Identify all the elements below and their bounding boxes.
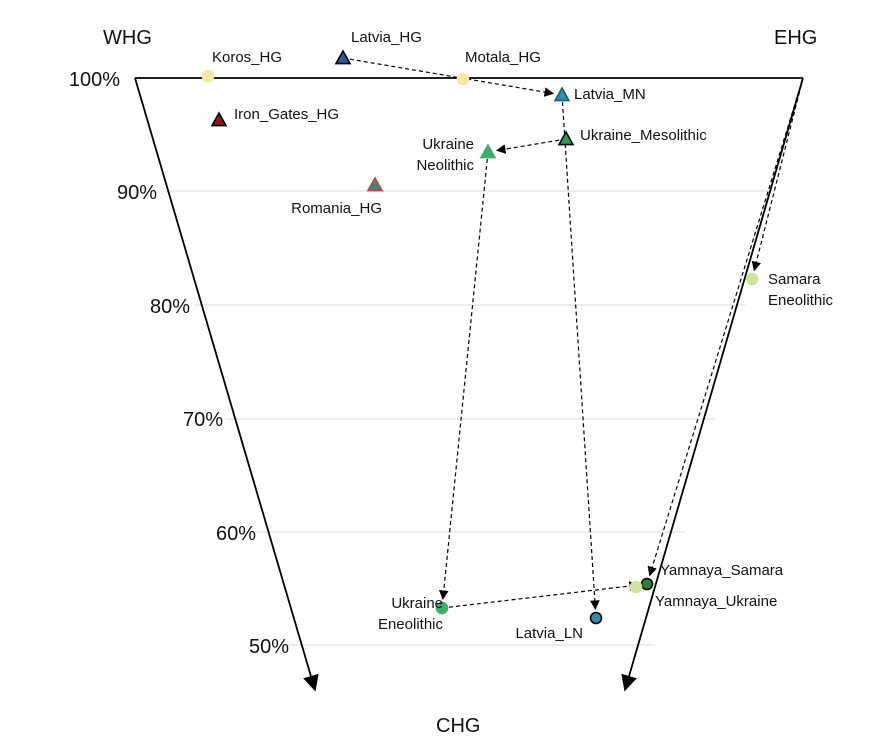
population-label-romania: Romania_HG <box>291 200 382 217</box>
migration-arrow <box>751 77 804 272</box>
migration-arrow <box>495 139 560 154</box>
population-point-romania <box>366 176 384 192</box>
population-point-latvia-mn <box>553 86 571 102</box>
population-point-iron-gates <box>210 111 228 127</box>
migration-arrow <box>349 58 555 97</box>
population-label-ukraine-eneo: Eneolithic <box>378 616 444 633</box>
population-point-latvia-ln <box>589 611 603 625</box>
tick-label: 90% <box>117 182 157 204</box>
migration-arrow <box>438 158 488 601</box>
population-label-samara: Samara <box>768 271 821 288</box>
population-label-motala: Motala_HG <box>465 49 541 66</box>
population-point-yamnaya-ukraine <box>629 580 643 594</box>
tick-label: 100% <box>69 69 120 91</box>
population-point-samara <box>745 272 759 286</box>
population-label-latvia-hg: Latvia_HG <box>351 29 422 46</box>
population-label-iron-gates: Iron_Gates_HG <box>234 106 339 123</box>
gridlines <box>165 190 775 646</box>
tick-label: 60% <box>216 523 256 545</box>
corner-label-whg: WHG <box>103 27 152 49</box>
left-axis <box>134 77 319 692</box>
migration-arrow <box>448 581 640 608</box>
corner-label-chg: CHG <box>436 715 480 737</box>
tick-label: 80% <box>150 296 190 318</box>
population-label-yamnaya-ukraine: Yamnaya_Ukraine <box>655 593 777 610</box>
migration-arrow <box>561 101 600 610</box>
population-points <box>201 49 759 625</box>
population-label-yamnaya-samara: Yamnaya_Samara <box>660 562 784 579</box>
population-label-latvia-ln: Latvia_LN <box>515 625 583 642</box>
tick-label: 70% <box>183 409 223 431</box>
right-axis <box>621 77 804 692</box>
population-label-ukraine-meso: Ukraine_Mesolithic <box>580 127 707 144</box>
population-label-samara: Eneolithic <box>768 292 834 309</box>
population-point-latvia-hg <box>334 49 352 65</box>
population-label-ukraine-eneo: Ukraine <box>391 595 443 612</box>
population-label-ukraine-neo: Neolithic <box>416 157 474 174</box>
tick-labels: 100% 90% 80% 70% 60% 50% <box>69 69 289 658</box>
tick-label: 50% <box>249 636 289 658</box>
population-label-koros: Koros_HG <box>212 49 282 66</box>
population-label-ukraine-neo: Ukraine <box>422 136 474 153</box>
population-point-ukraine-meso <box>557 130 575 146</box>
population-point-motala <box>456 72 470 86</box>
migration-arrow <box>647 77 804 577</box>
corner-label-ehg: EHG <box>774 27 817 49</box>
arrows <box>349 58 804 610</box>
population-point-ukraine-neo <box>479 143 497 159</box>
population-label-latvia-mn: Latvia_MN <box>574 86 646 103</box>
population-point-koros <box>201 69 215 83</box>
population-labels: Koros_HG Latvia_HG Motala_HG Latvia_MN Iron_… <box>212 29 834 642</box>
population-point-ukraine-eneo <box>435 601 449 615</box>
population-point-yamnaya-samara <box>640 577 654 591</box>
